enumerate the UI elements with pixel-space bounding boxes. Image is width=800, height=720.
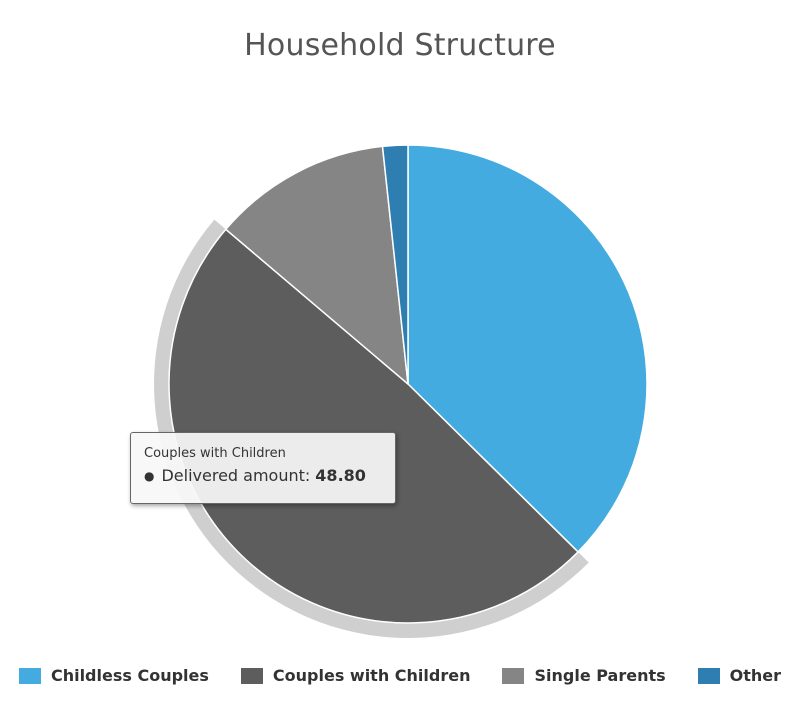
legend-label: Childless Couples xyxy=(50,666,209,685)
tooltip-label: Delivered amount: xyxy=(161,466,311,485)
tooltip-row: ● Delivered amount: 48.80 xyxy=(144,466,381,485)
pie-slice-other[interactable] xyxy=(381,144,409,385)
chart-title: Household Structure xyxy=(244,28,556,63)
legend: Childless Couples Couples with Children … xyxy=(0,666,800,685)
tooltip-title: Couples with Children xyxy=(144,446,286,461)
legend-item-childless-couples[interactable]: Childless Couples xyxy=(18,666,209,685)
legend-item-couples-with-children[interactable]: Couples with Children xyxy=(240,666,471,685)
legend-swatch-icon xyxy=(240,667,263,684)
legend-label: Couples with Children xyxy=(272,666,471,685)
bullet-icon: ● xyxy=(144,468,155,483)
pie-slice-single-parents[interactable] xyxy=(225,145,409,385)
pie-slices xyxy=(168,144,648,624)
legend-swatch-icon xyxy=(502,667,525,684)
legend-swatch-icon xyxy=(18,667,41,684)
legend-label: Other xyxy=(729,666,782,685)
legend-swatch-icon xyxy=(697,667,720,684)
pie-slice-childless-couples[interactable] xyxy=(407,144,648,553)
legend-item-single-parents[interactable]: Single Parents xyxy=(502,666,666,685)
tooltip: Couples with Children ● Delivered amount… xyxy=(130,432,396,504)
legend-label: Single Parents xyxy=(534,666,666,685)
pie-slice-couples-with-children[interactable] xyxy=(168,228,579,624)
tooltip-value: 48.80 xyxy=(315,466,366,485)
legend-item-other[interactable]: Other xyxy=(697,666,782,685)
